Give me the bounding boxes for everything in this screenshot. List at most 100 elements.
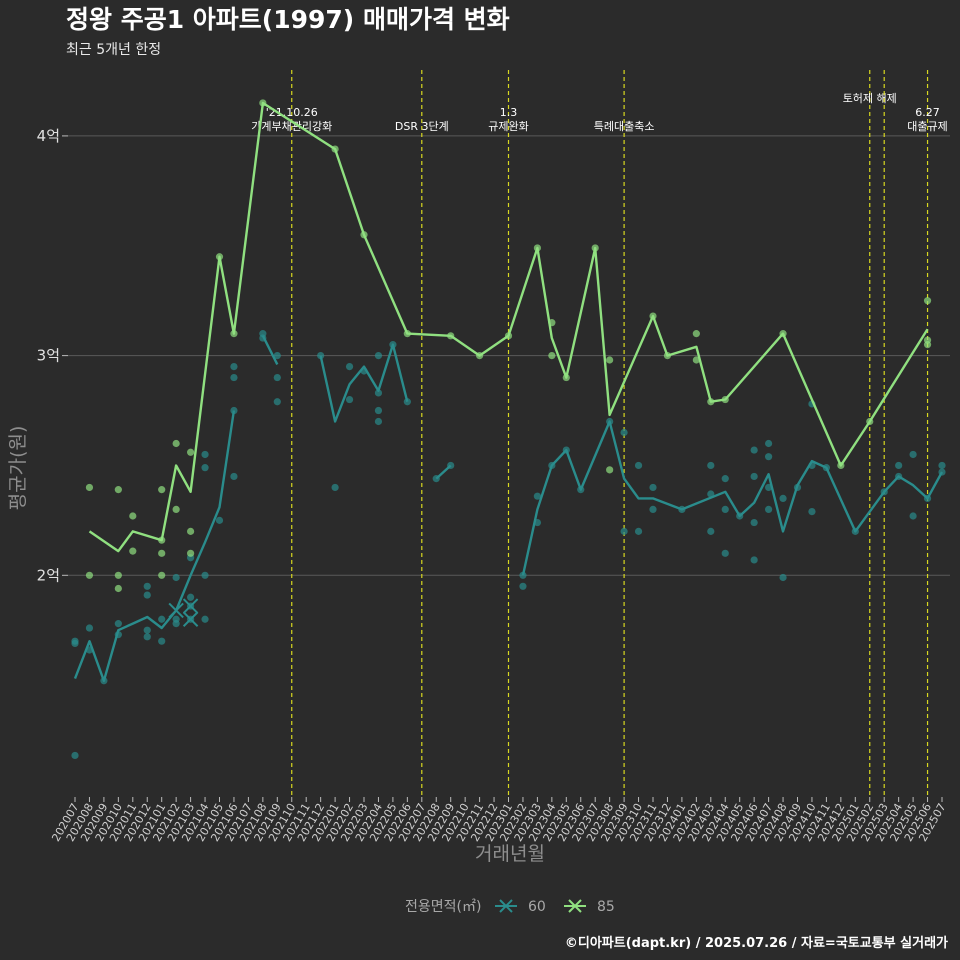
point-60 xyxy=(533,492,542,500)
point-60 xyxy=(374,406,383,415)
point-60 xyxy=(750,556,758,564)
point-85 xyxy=(114,584,122,593)
point-60 xyxy=(273,373,281,382)
point-60 xyxy=(779,573,787,582)
x-marker-60 xyxy=(182,598,199,614)
point-60 xyxy=(750,446,758,454)
legend-label-60: 60 xyxy=(528,899,546,915)
point-60 xyxy=(649,505,657,513)
point-60 xyxy=(649,483,657,492)
point-60 xyxy=(750,518,758,527)
caption: ©디아파트(dapt.kr) / 2025.07.26 / 자료=국토교통부 실… xyxy=(565,935,948,951)
point-60 xyxy=(345,362,354,371)
point-60 xyxy=(259,330,267,338)
point-85 xyxy=(692,330,700,338)
legend-key-85: 85 xyxy=(564,899,615,915)
point-60 xyxy=(71,751,79,760)
point-60 xyxy=(374,417,383,426)
point-60 xyxy=(172,615,180,623)
grid-lines xyxy=(68,135,950,576)
series-group xyxy=(71,99,946,760)
point-85 xyxy=(129,547,137,555)
point-60 xyxy=(331,483,339,492)
y-tick-label-2: 2억 xyxy=(37,566,60,584)
point-60 xyxy=(765,505,773,513)
legend-key-60: 60 xyxy=(495,899,546,915)
line-60 xyxy=(73,410,236,682)
point-60 xyxy=(909,450,917,459)
point-60 xyxy=(143,633,151,641)
x-axis: 2020072020082020092020102020112020122021… xyxy=(49,797,949,844)
point-85 xyxy=(187,527,195,535)
point-60 xyxy=(172,573,180,582)
y-axis: 2억 3억 4억 xyxy=(37,127,68,584)
point-60 xyxy=(721,475,729,483)
chart-subtitle: 최근 5개년 한정 xyxy=(66,42,161,58)
point-60 xyxy=(187,593,195,601)
point-60 xyxy=(620,428,628,437)
point-60 xyxy=(938,461,946,470)
point-60 xyxy=(721,505,729,513)
point-60 xyxy=(143,582,151,590)
point-60 xyxy=(201,450,209,459)
event-label-202502: 토허제 해제 xyxy=(843,91,897,105)
point-85 xyxy=(129,512,137,520)
event-label-202110: 가계부채관리강화 xyxy=(251,120,332,133)
point-60 xyxy=(230,373,238,382)
event-label-202207: DSR 3단계 xyxy=(395,120,449,133)
point-60 xyxy=(201,464,209,472)
event-label-202110: '21.10.26 xyxy=(266,106,318,119)
event-label-202301: 1.3 xyxy=(500,106,518,119)
point-85 xyxy=(158,549,166,557)
point-85 xyxy=(548,352,556,360)
point-85 xyxy=(158,571,166,579)
legend: 전용면적(㎡) 60 85 xyxy=(405,899,615,915)
point-85 xyxy=(114,486,122,494)
legend-label-85: 85 xyxy=(597,899,615,915)
point-60 xyxy=(634,527,643,535)
point-60 xyxy=(143,626,151,634)
point-60 xyxy=(230,472,238,481)
x-marker-60 xyxy=(182,611,199,627)
y-axis-title: 평균가(원) xyxy=(7,426,29,511)
point-60 xyxy=(765,439,773,448)
point-85 xyxy=(85,571,94,579)
event-label-202506: 6.27 xyxy=(915,106,940,119)
point-60 xyxy=(143,591,151,599)
point-60 xyxy=(273,398,281,406)
event-label-202506: 대출규제 xyxy=(907,120,947,133)
x-marker-60 xyxy=(168,602,184,619)
point-60 xyxy=(158,637,166,645)
point-60 xyxy=(909,512,917,520)
point-60 xyxy=(721,549,729,557)
point-60 xyxy=(201,571,209,579)
point-60 xyxy=(808,507,816,516)
point-60 xyxy=(158,615,166,623)
point-60 xyxy=(519,582,527,590)
point-60 xyxy=(345,395,354,404)
point-60 xyxy=(201,615,209,623)
y-tick-label-4: 4억 xyxy=(37,127,60,145)
point-60 xyxy=(403,398,411,406)
x-axis-title: 거래년월 xyxy=(475,843,545,865)
point-60 xyxy=(779,494,787,503)
point-85 xyxy=(187,448,195,456)
point-60 xyxy=(707,461,715,470)
chart-title: 정왕 주공1 아파트(1997) 매매가격 변화 xyxy=(66,5,510,34)
series-85 xyxy=(85,99,932,593)
point-60 xyxy=(374,352,383,360)
point-60 xyxy=(707,527,715,535)
point-60 xyxy=(750,472,758,481)
point-60 xyxy=(114,620,122,628)
point-85 xyxy=(187,549,195,557)
legend-x-60 xyxy=(499,899,513,913)
point-60 xyxy=(765,453,773,461)
event-label-202309: 특례대출축소 xyxy=(594,120,655,133)
line-60 xyxy=(319,343,409,423)
line-85 xyxy=(88,101,929,553)
series-60 xyxy=(71,330,946,760)
legend-x-85 xyxy=(568,899,582,913)
line-60 xyxy=(521,420,944,576)
point-85 xyxy=(923,341,932,349)
point-85 xyxy=(606,356,614,364)
